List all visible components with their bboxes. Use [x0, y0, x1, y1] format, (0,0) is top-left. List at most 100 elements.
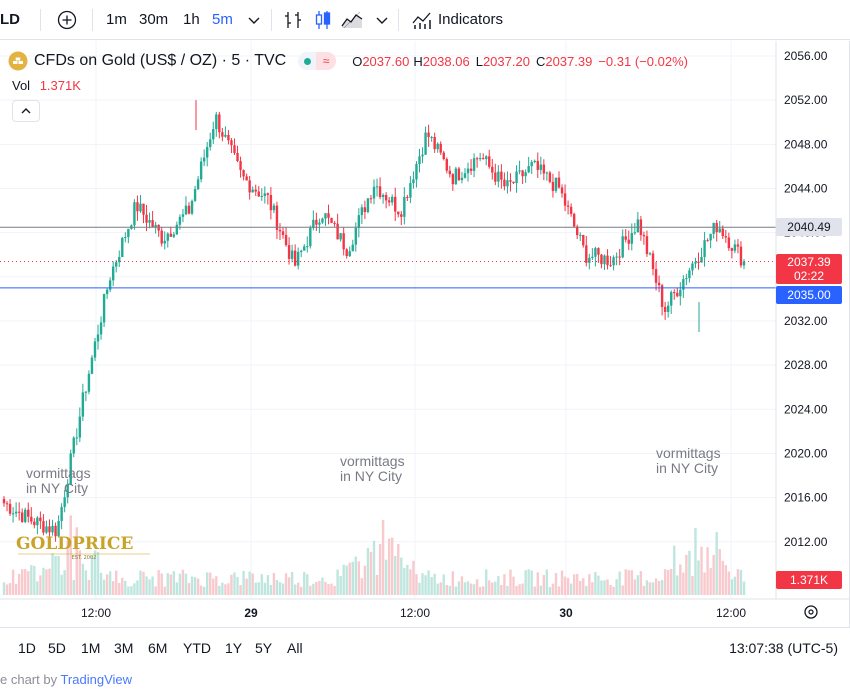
volume-bar	[81, 563, 85, 595]
attribution-brand[interactable]: TradingView	[60, 672, 133, 687]
range-1m-button[interactable]: 1M	[81, 640, 101, 656]
range-6m-button[interactable]: 6M	[148, 640, 168, 656]
indicators-icon[interactable]	[410, 8, 434, 32]
volume-bar	[99, 572, 103, 595]
candle-body	[594, 248, 597, 257]
symbol-description[interactable]: CFDs on Gold (US$ / OZ) · 5 · TVC	[34, 52, 287, 69]
candle-body	[436, 143, 439, 150]
candle-body	[381, 195, 385, 197]
ohlc-low: L2037.20	[475, 53, 530, 69]
candle-body	[30, 516, 33, 522]
chevron-down-icon[interactable]	[242, 8, 266, 32]
volume-bar	[236, 576, 239, 595]
candle-body	[90, 357, 94, 374]
candle-body	[485, 156, 488, 159]
volume-bar	[691, 575, 694, 595]
candle-body	[524, 172, 527, 177]
session-annotation-line2: in NY City	[340, 468, 402, 484]
y-tick-label: 2012.00	[784, 535, 828, 549]
range-1y-button[interactable]: 1Y	[225, 640, 243, 656]
candle-body	[348, 251, 351, 257]
volume-bar	[451, 571, 455, 595]
range-5d-button[interactable]: 5D	[48, 640, 66, 656]
volume-bar	[369, 552, 373, 595]
volume-bar	[202, 586, 206, 595]
candle-body	[648, 253, 652, 255]
volume-bar	[242, 570, 245, 595]
volume-bar	[205, 572, 209, 595]
compare-plus-icon[interactable]	[55, 8, 79, 32]
volume-bar	[582, 578, 585, 595]
y-tick-label: 2048.00	[784, 137, 828, 151]
volume-bar	[575, 573, 579, 595]
range-5y-button[interactable]: 5Y	[255, 640, 273, 656]
candle-body	[239, 161, 242, 171]
candle-body	[124, 237, 127, 239]
volume-bar	[518, 584, 521, 595]
candle-body	[572, 213, 576, 227]
volume-bar	[657, 581, 661, 595]
volume-bar	[315, 581, 318, 595]
volume-bar	[730, 579, 734, 595]
timezone-clock[interactable]: 13:07:38 (UTC-5)	[729, 640, 838, 656]
symbol-search-button[interactable]: LD	[0, 11, 20, 28]
chevron-down-icon[interactable]	[370, 8, 394, 32]
volume-bar	[718, 549, 721, 595]
volume-bar	[115, 570, 118, 595]
interval-5m-button[interactable]: 5m	[212, 11, 233, 28]
range-ytd-button[interactable]: YTD	[183, 640, 211, 656]
volume-bar	[612, 586, 615, 595]
session-annotation-line1: vormittags	[340, 453, 405, 469]
grey-line-price-label: 2040.49	[776, 218, 842, 236]
interval-30m-button[interactable]: 30m	[139, 11, 169, 28]
interval-1h-button[interactable]: 1h	[183, 11, 200, 28]
indicators-button[interactable]: Indicators	[438, 11, 504, 28]
range-1d-button[interactable]: 1D	[18, 640, 36, 656]
candle-body	[63, 497, 66, 508]
y-tick-label: 2056.00	[784, 49, 828, 63]
volume-bar	[603, 580, 606, 595]
settings-gear-icon[interactable]	[804, 605, 818, 619]
volume-bar	[151, 576, 154, 595]
candle-body	[742, 261, 746, 266]
volume-bar	[512, 576, 515, 595]
market-status-pill[interactable]: ≈	[298, 52, 337, 70]
candle-body	[133, 202, 136, 226]
candles-chart-icon[interactable]	[311, 8, 335, 32]
candle-body	[509, 180, 512, 182]
candle-body	[688, 270, 691, 279]
volume-bar	[460, 576, 464, 595]
candle-body	[169, 233, 173, 237]
volume-bar	[45, 569, 48, 595]
volume-bar	[579, 580, 582, 595]
volume-bar	[260, 574, 263, 595]
interval-1m-button[interactable]: 1m	[106, 11, 127, 28]
candle-body	[548, 172, 552, 182]
candle-body	[491, 166, 494, 173]
candle-body	[448, 170, 452, 175]
volume-bar	[148, 579, 151, 595]
volume-bar	[469, 583, 473, 595]
volume-bar	[17, 573, 21, 595]
range-all-button[interactable]: All	[287, 640, 303, 656]
candle-body	[636, 219, 640, 233]
candle-body	[406, 196, 409, 198]
range-3m-button[interactable]: 3M	[114, 640, 134, 656]
bars-chart-icon[interactable]	[281, 8, 305, 32]
candle-body	[20, 512, 24, 522]
volume-bar	[239, 585, 242, 595]
volume-bar	[409, 569, 412, 595]
collapse-legend-button[interactable]	[12, 100, 40, 122]
candle-body	[312, 219, 315, 229]
tradingview-attribution[interactable]: e chart by TradingView	[0, 672, 132, 687]
volume-bar	[93, 550, 97, 595]
candle-body	[727, 237, 731, 249]
candle-body	[536, 160, 539, 170]
area-chart-icon[interactable]	[340, 8, 364, 32]
candle-body	[706, 240, 709, 242]
candle-body	[36, 517, 39, 526]
y-tick-label: 2020.00	[784, 446, 828, 460]
volume-bar	[2, 582, 6, 595]
candle-body	[163, 240, 166, 244]
